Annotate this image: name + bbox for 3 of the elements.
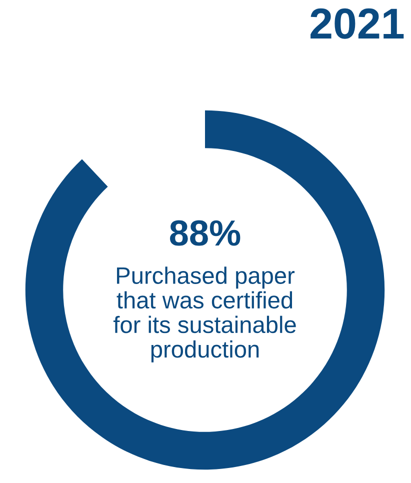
text: Purchased paper that was certified for its sustainable production xyxy=(113,266,296,362)
chart-title: 2021 xyxy=(310,8,404,39)
data-label: 88% xyxy=(170,220,240,246)
